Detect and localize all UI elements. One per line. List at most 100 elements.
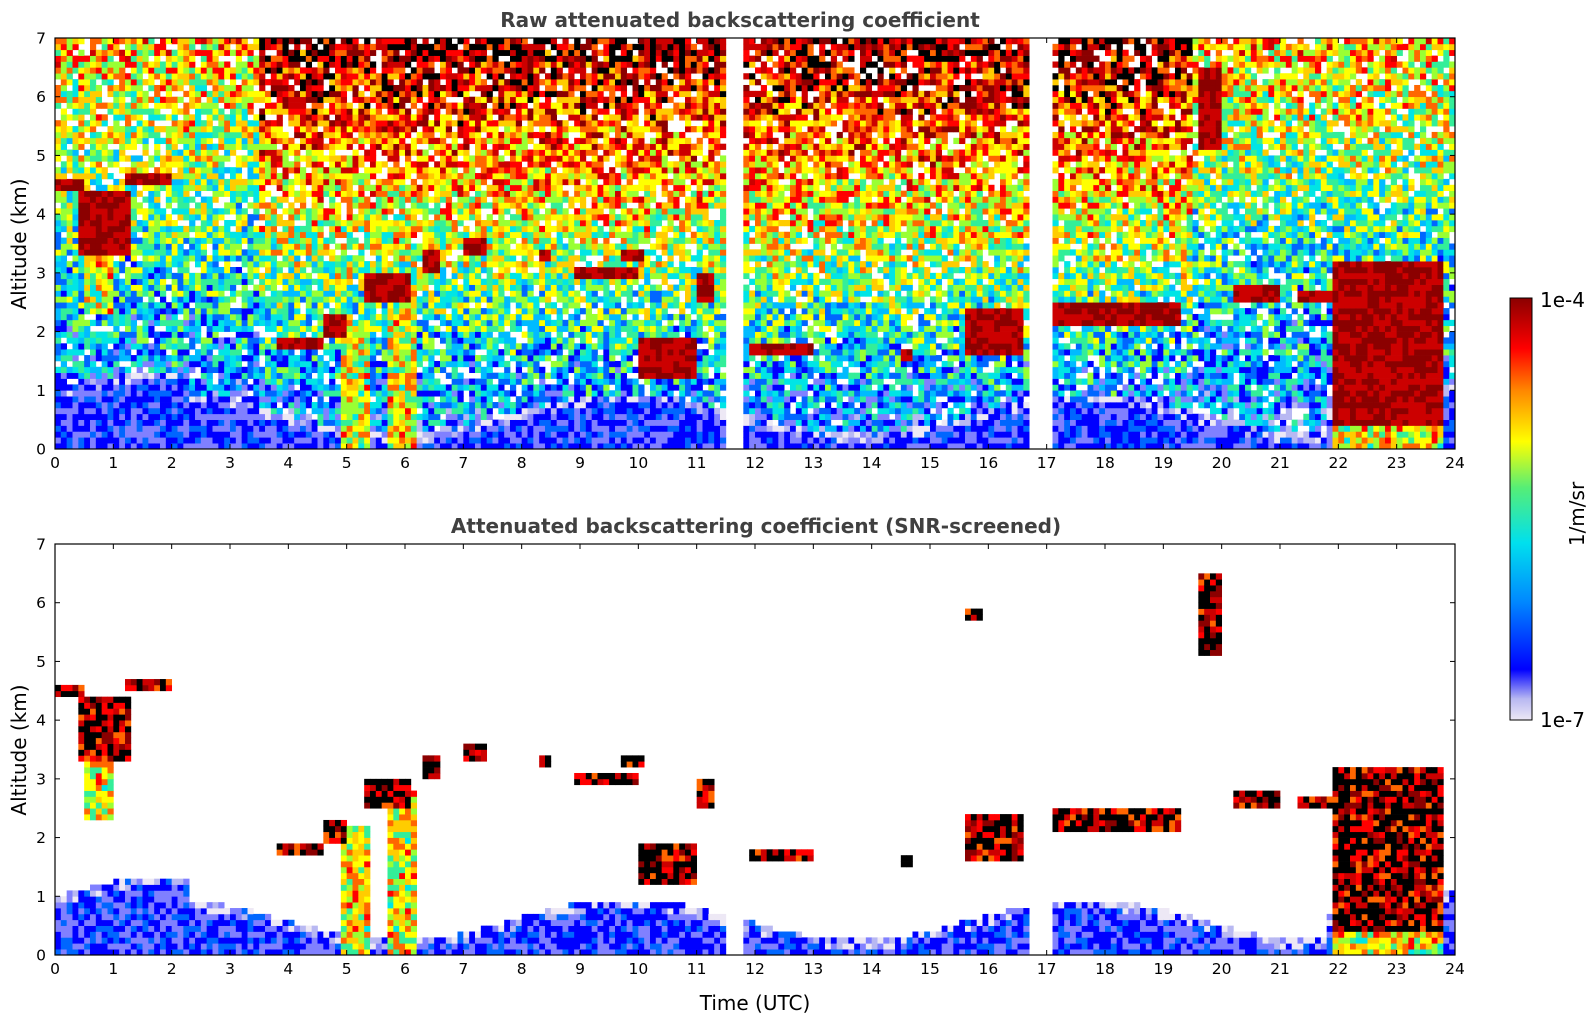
backscatter-cell bbox=[96, 437, 102, 443]
backscatter-cell bbox=[300, 249, 306, 255]
backscatter-cell bbox=[428, 373, 434, 379]
backscatter-cell bbox=[347, 408, 353, 414]
backscatter-cell bbox=[405, 232, 411, 238]
backscatter-cell bbox=[271, 232, 277, 238]
backscatter-cell bbox=[207, 114, 213, 120]
backscatter-cell bbox=[469, 249, 475, 255]
backscatter-cell bbox=[166, 337, 172, 343]
backscatter-cell bbox=[113, 120, 119, 126]
backscatter-cell bbox=[411, 161, 417, 167]
backscatter-cell bbox=[347, 426, 353, 432]
backscatter-cell bbox=[393, 390, 399, 396]
backscatter-cell bbox=[125, 144, 131, 150]
backscatter-cell bbox=[183, 285, 189, 291]
backscatter-cell bbox=[481, 202, 487, 208]
backscatter-cell bbox=[178, 173, 184, 179]
backscatter-cell bbox=[300, 373, 306, 379]
backscatter-cell bbox=[55, 349, 61, 355]
backscatter-cell bbox=[335, 161, 341, 167]
backscatter-cell bbox=[405, 367, 411, 373]
backscatter-cell bbox=[61, 167, 67, 173]
backscatter-cell bbox=[78, 367, 84, 373]
backscatter-cell bbox=[271, 285, 277, 291]
backscatter-cell bbox=[428, 179, 434, 185]
backscatter-cell bbox=[207, 349, 213, 355]
backscatter-cell bbox=[172, 208, 178, 214]
backscatter-cell bbox=[90, 126, 96, 132]
backscatter-cell bbox=[446, 132, 452, 138]
backscatter-cell bbox=[67, 349, 73, 355]
backscatter-cell bbox=[61, 114, 67, 120]
backscatter-cell bbox=[393, 244, 399, 250]
backscatter-cell bbox=[271, 79, 277, 85]
backscatter-cell bbox=[96, 279, 102, 285]
backscatter-cell bbox=[67, 226, 73, 232]
backscatter-cell bbox=[119, 126, 125, 132]
backscatter-cell bbox=[108, 108, 114, 114]
backscatter-cell bbox=[446, 185, 452, 191]
backscatter-cell bbox=[207, 437, 213, 443]
backscatter-cell bbox=[458, 232, 464, 238]
backscatter-cell bbox=[312, 326, 318, 332]
backscatter-cell bbox=[498, 114, 504, 120]
backscatter-cell bbox=[411, 314, 417, 320]
backscatter-cell bbox=[230, 208, 236, 214]
backscatter-cell bbox=[172, 337, 178, 343]
backscatter-cell bbox=[90, 85, 96, 91]
backscatter-cell bbox=[376, 214, 382, 220]
backscatter-cell bbox=[154, 261, 160, 267]
backscatter-cell bbox=[195, 355, 201, 361]
backscatter-cell bbox=[131, 56, 137, 62]
backscatter-cell bbox=[90, 290, 96, 296]
backscatter-cell bbox=[61, 343, 67, 349]
backscatter-cell bbox=[393, 273, 399, 279]
backscatter-cell bbox=[55, 273, 61, 279]
backscatter-cell bbox=[137, 343, 143, 349]
backscatter-cell bbox=[393, 38, 399, 44]
backscatter-cell bbox=[96, 38, 102, 44]
backscatter-cell bbox=[119, 197, 125, 203]
backscatter-cell bbox=[207, 367, 213, 373]
backscatter-cell bbox=[125, 50, 131, 56]
backscatter-cell bbox=[201, 408, 207, 414]
backscatter-cell bbox=[364, 408, 370, 414]
backscatter-cell bbox=[131, 337, 137, 343]
backscatter-cell bbox=[131, 108, 137, 114]
backscatter-cell bbox=[493, 161, 499, 167]
backscatter-cell bbox=[277, 103, 283, 109]
backscatter-cell bbox=[78, 144, 84, 150]
backscatter-cell bbox=[288, 91, 294, 97]
backscatter-cell bbox=[399, 308, 405, 314]
backscatter-cell bbox=[475, 73, 481, 79]
backscatter-cell bbox=[253, 138, 259, 144]
backscatter-cell bbox=[230, 91, 236, 97]
backscatter-cell bbox=[458, 296, 464, 302]
backscatter-cell bbox=[283, 420, 289, 426]
backscatter-cell bbox=[463, 308, 469, 314]
backscatter-cell bbox=[481, 320, 487, 326]
backscatter-cell bbox=[213, 267, 219, 273]
backscatter-cell bbox=[358, 290, 364, 296]
backscatter-cell bbox=[300, 261, 306, 267]
backscatter-cell bbox=[265, 232, 271, 238]
backscatter-cell bbox=[131, 67, 137, 73]
backscatter-cell bbox=[96, 197, 102, 203]
backscatter-cell bbox=[347, 431, 353, 437]
backscatter-cell bbox=[498, 349, 504, 355]
backscatter-cell bbox=[481, 238, 487, 244]
backscatter-cell bbox=[469, 355, 475, 361]
backscatter-cell bbox=[201, 302, 207, 308]
backscatter-cell bbox=[201, 220, 207, 226]
backscatter-cell bbox=[189, 431, 195, 437]
backscatter-cell bbox=[312, 173, 318, 179]
backscatter-cell bbox=[154, 202, 160, 208]
backscatter-cell bbox=[125, 396, 131, 402]
backscatter-cell bbox=[265, 238, 271, 244]
backscatter-cell bbox=[253, 361, 259, 367]
backscatter-cell bbox=[475, 120, 481, 126]
backscatter-cell bbox=[353, 73, 359, 79]
backscatter-cell bbox=[259, 285, 265, 291]
backscatter-cell bbox=[458, 120, 464, 126]
backscatter-cell bbox=[143, 273, 149, 279]
backscatter-cell bbox=[434, 85, 440, 91]
